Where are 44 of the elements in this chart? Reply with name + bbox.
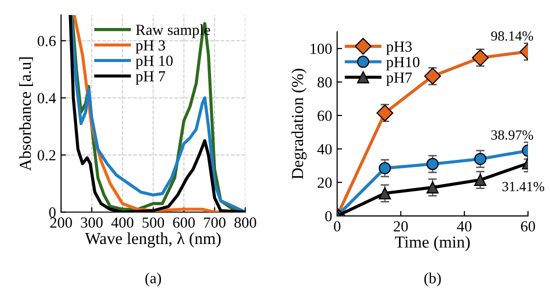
point — [426, 158, 439, 170]
y-tick-label: 0.6 — [38, 36, 56, 46]
y-axis-title: Degradation (%) — [291, 68, 307, 180]
x-tick-label: 200 — [50, 217, 72, 228]
legend-label: pH3 — [386, 42, 412, 55]
x-tick-label: 40 — [457, 221, 472, 232]
x-tick-label: 600 — [173, 217, 195, 228]
legend-label: pH 10 — [136, 56, 173, 70]
x-tick-label: 60 — [521, 221, 536, 232]
x-tick-label: 20 — [394, 221, 408, 232]
text: (a) — [145, 272, 161, 286]
y-tick-label: 100 — [310, 44, 332, 54]
y-tick-label: 60 — [318, 110, 332, 121]
x-tick-label: 0 — [334, 221, 340, 232]
y-tick-label: 0 — [49, 207, 56, 218]
point — [472, 49, 489, 66]
legend-label: pH7 — [386, 72, 412, 86]
point — [378, 162, 391, 174]
point — [424, 68, 441, 85]
y-tick-label: 80 — [318, 77, 332, 88]
legend-label: pH 3 — [136, 40, 166, 54]
y-tick-label: 0.4 — [38, 93, 56, 104]
point — [474, 174, 486, 186]
x-tick-label: 300 — [81, 217, 103, 228]
legend-label: pH 7 — [136, 71, 166, 85]
data-label: 38.97% — [491, 130, 534, 140]
legend-label: pH10 — [386, 56, 420, 70]
point — [474, 152, 486, 166]
y-axis-title: Absorbance [a.u] — [19, 57, 33, 171]
x-tick-label: 700 — [204, 217, 226, 228]
point — [426, 181, 439, 194]
y-tick-label: 0.2 — [38, 150, 56, 161]
x-tick-label: 500 — [142, 217, 164, 228]
x-tick-label: 800 — [234, 217, 256, 228]
y-tick-label: 40 — [317, 144, 332, 154]
x-axis-title: Wave length, λ (nm) — [85, 232, 221, 248]
point — [378, 187, 391, 200]
data-label: 31.41% — [502, 182, 544, 192]
point — [376, 104, 394, 122]
data-label: 98.14% — [491, 31, 534, 41]
y-tick-label: 20 — [318, 178, 332, 188]
text: (b) — [424, 272, 441, 286]
x-axis-title: Time (min) — [394, 236, 470, 252]
x-tick-label: 400 — [111, 217, 134, 228]
